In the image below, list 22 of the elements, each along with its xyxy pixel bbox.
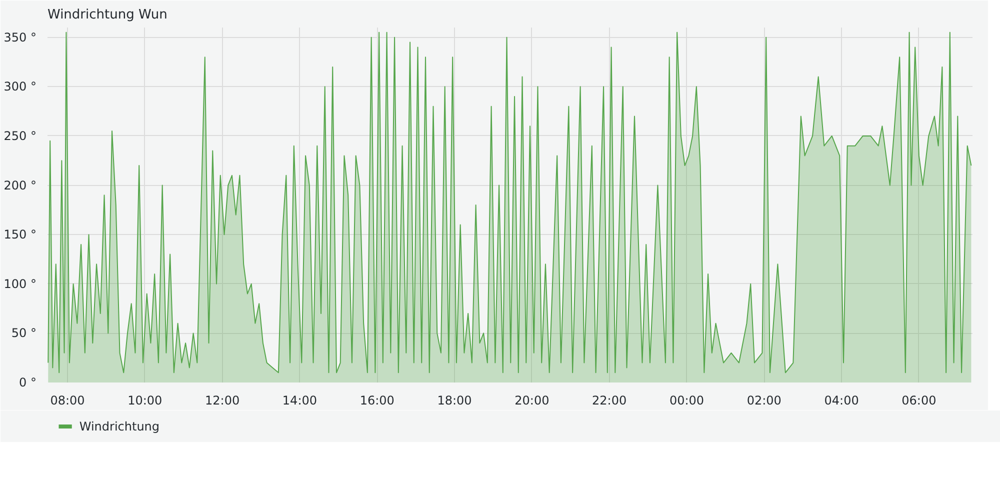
y-tick-label: 300 ° xyxy=(4,80,36,94)
chart-title: Windrichtung Wun xyxy=(48,8,168,22)
y-tick-label: 200 ° xyxy=(4,178,36,192)
x-tick-label: 00:00 xyxy=(669,394,704,408)
x-tick-label: 18:00 xyxy=(437,394,472,408)
x-tick-label: 20:00 xyxy=(514,394,550,408)
legend-label: Windrichtung xyxy=(79,420,160,434)
x-tick-label: 06:00 xyxy=(902,394,936,408)
y-tick-label: 100 ° xyxy=(4,276,36,291)
y-tick-label: 50 ° xyxy=(11,326,37,340)
y-tick-label: 350 ° xyxy=(4,30,36,44)
x-tick-label: 10:00 xyxy=(128,394,162,408)
x-tick-label: 14:00 xyxy=(282,394,318,408)
y-tick-label: 0 ° xyxy=(19,376,37,390)
y-tick-label: 150 ° xyxy=(4,228,36,242)
x-tick-label: 22:00 xyxy=(592,394,627,408)
y-tick-label: 250 ° xyxy=(4,128,36,143)
x-tick-label: 02:00 xyxy=(746,394,782,408)
x-tick-label: 12:00 xyxy=(205,394,240,408)
x-tick-label: 08:00 xyxy=(50,394,85,408)
x-tick-label: 04:00 xyxy=(824,394,859,408)
x-tick-label: 16:00 xyxy=(360,394,394,408)
